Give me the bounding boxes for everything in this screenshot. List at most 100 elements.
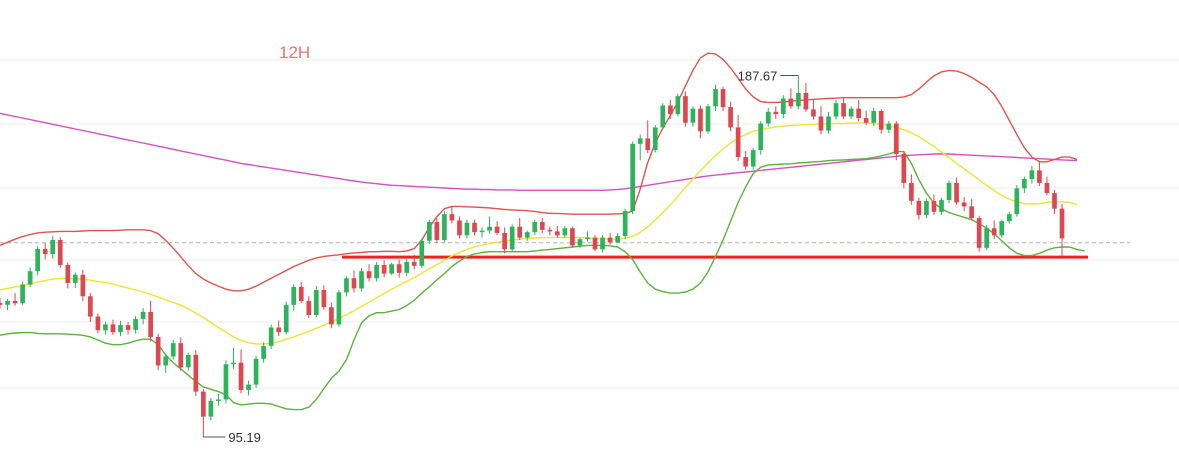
candle-body [652, 127, 658, 151]
candle-body [103, 324, 108, 331]
candle-body [208, 400, 214, 417]
candle [705, 103, 711, 134]
candle [539, 218, 545, 233]
candle [675, 93, 681, 117]
candle-body [261, 345, 266, 359]
candle [660, 103, 666, 130]
candle-body [201, 391, 206, 417]
candle-body [856, 108, 861, 119]
candle [125, 322, 131, 335]
candle [351, 270, 357, 293]
candle [976, 215, 982, 252]
candle-body [148, 311, 153, 337]
candle-body [449, 214, 455, 221]
candle-body [577, 239, 583, 246]
candle [555, 225, 560, 238]
candle-body [818, 116, 824, 131]
candle [1052, 189, 1057, 215]
candle [773, 106, 779, 119]
candle-body [5, 300, 10, 305]
candle-body [155, 336, 161, 366]
candle-body [163, 356, 169, 366]
candle [607, 232, 613, 245]
candle-body [509, 226, 515, 250]
candle [848, 106, 854, 119]
candle-body [607, 237, 613, 243]
candle-body [464, 222, 470, 236]
candle-body [321, 289, 327, 308]
candle-body [562, 228, 568, 236]
candle-body [366, 271, 372, 279]
annotations: 187.67 95.19 [203, 69, 799, 445]
candle-body [909, 182, 914, 201]
candle [750, 147, 756, 170]
candle [80, 269, 86, 301]
candles [0, 75, 1065, 437]
candle [509, 224, 515, 252]
candle [442, 211, 447, 243]
candle-body [735, 127, 741, 158]
candle-body [291, 286, 297, 305]
candle-body [238, 362, 244, 391]
candle [5, 298, 10, 311]
annotation-low: 95.19 [203, 430, 261, 445]
candle [645, 120, 651, 154]
candle-body [622, 211, 628, 237]
candle-body [780, 98, 786, 115]
candle [170, 340, 176, 360]
candle [268, 324, 274, 350]
candle-body [42, 248, 48, 255]
candle-body [404, 261, 410, 273]
candle-body [750, 150, 756, 167]
candle-body [841, 103, 846, 117]
candle-body [1006, 214, 1012, 222]
candle-body [253, 358, 259, 385]
candle-body [298, 286, 304, 301]
candle [818, 106, 824, 135]
candle-body [893, 123, 899, 154]
candle-body [344, 278, 349, 293]
candle-body [811, 109, 816, 117]
candle [780, 95, 786, 119]
candle-body [283, 304, 289, 333]
series-line-moving-average-long [0, 112, 1078, 192]
candle [743, 150, 748, 170]
candle [570, 226, 575, 248]
candle-body [645, 138, 651, 151]
candle [946, 180, 952, 204]
candle-body [1022, 179, 1027, 189]
candle [155, 333, 161, 371]
candle-body [630, 143, 636, 212]
candle-body [547, 229, 553, 232]
candle-body [705, 106, 711, 132]
candle [524, 230, 530, 241]
candle [811, 100, 816, 120]
candle-body [592, 237, 598, 250]
candle [216, 393, 221, 406]
candle-body [170, 343, 176, 357]
candle-body [773, 111, 779, 115]
candle [464, 219, 470, 239]
series-line-bollinger-upper [0, 52, 1078, 292]
candle [630, 141, 636, 215]
candle-body [133, 318, 138, 330]
candle [57, 237, 63, 268]
candle [261, 342, 266, 363]
candle [615, 232, 620, 244]
candle-body [871, 110, 877, 123]
candle [336, 289, 342, 327]
candle [1022, 176, 1027, 194]
candle [720, 86, 726, 111]
candle-body [12, 300, 18, 304]
candle [924, 198, 929, 219]
candle-body [886, 123, 892, 130]
candle-body [419, 240, 425, 266]
candle-body [216, 399, 221, 401]
candle [728, 101, 733, 132]
candle-body [472, 222, 477, 233]
annotation-label-low: 95.19 [228, 430, 261, 445]
candle [95, 313, 101, 333]
candle [35, 246, 40, 276]
